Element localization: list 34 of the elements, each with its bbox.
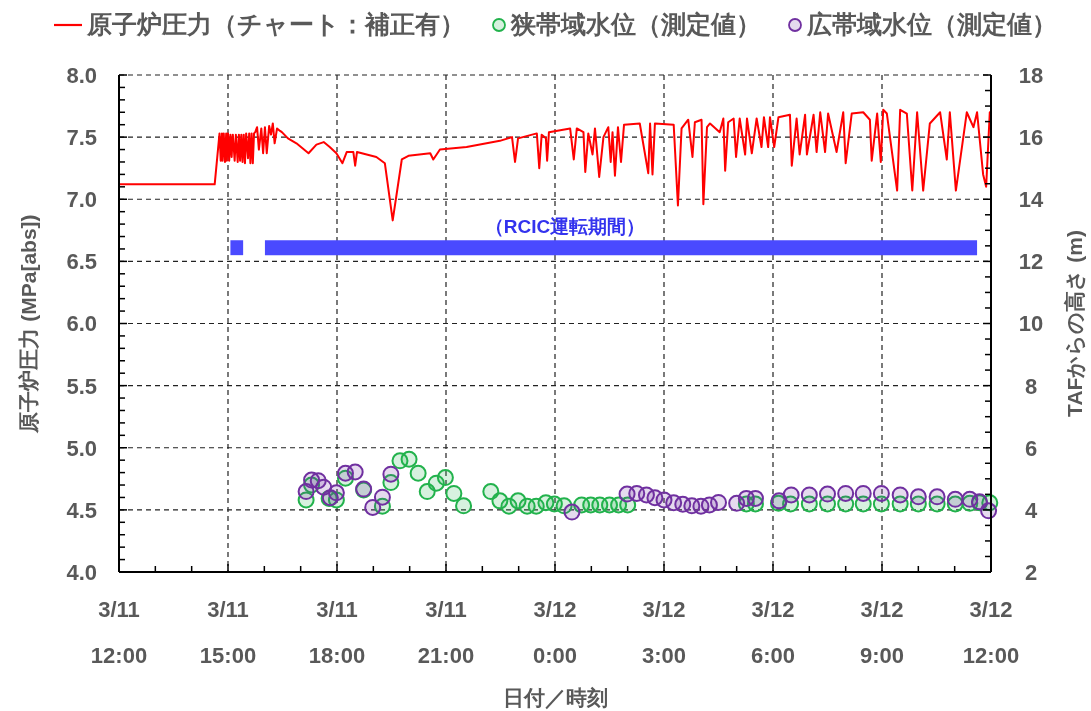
y2-tick-label: 8 bbox=[1024, 373, 1038, 399]
x-tick-label: 3/12 0:00 bbox=[532, 597, 578, 668]
annotation: （RCIC運転期間） bbox=[484, 216, 646, 238]
x-tick-label: 3/12 3:00 bbox=[641, 597, 687, 668]
x-tick-label: 3/12 9:00 bbox=[859, 597, 905, 668]
y2-tick-label: 16 bbox=[1018, 125, 1044, 151]
y-tick-label: 7.5 bbox=[66, 125, 97, 151]
y2-tick-label: 14 bbox=[1018, 187, 1044, 213]
y2-tick-label: 18 bbox=[1018, 62, 1044, 88]
y-tick-label: 6.5 bbox=[66, 249, 97, 275]
y-tick-label: 8.0 bbox=[66, 62, 97, 88]
x-tick-label: 3/11 18:00 bbox=[308, 597, 366, 668]
y-axis-title: 原子炉圧力 (MPa[abs]) bbox=[16, 214, 40, 434]
y2-tick-label: 2 bbox=[1024, 559, 1038, 585]
x-tick-label: 3/11 21:00 bbox=[417, 597, 475, 668]
y-tick-label: 4.0 bbox=[66, 559, 97, 585]
legend-label: 狭帯域水位（測定値） bbox=[511, 9, 761, 40]
y2-tick-label: 10 bbox=[1018, 311, 1044, 337]
y2-tick-label: 6 bbox=[1024, 435, 1038, 461]
y2-axis-title: TAFからの高さ (m) bbox=[1062, 230, 1086, 417]
y2-tick-label: 4 bbox=[1024, 497, 1038, 523]
x-tick-label: 3/12 6:00 bbox=[750, 597, 796, 668]
x-axis-title: 日付／時刻 bbox=[502, 686, 608, 710]
x-tick-label: 3/11 15:00 bbox=[199, 597, 257, 668]
x-tick-label: 3/11 12:00 bbox=[90, 597, 148, 668]
y2-tick-label: 12 bbox=[1018, 249, 1044, 275]
y-tick-label: 6.0 bbox=[66, 311, 97, 337]
x-tick-label: 3/12 12:00 bbox=[962, 597, 1020, 668]
legend-label: 原子炉圧力（チャート：補正有） bbox=[87, 9, 465, 40]
y-tick-label: 4.5 bbox=[66, 497, 97, 523]
y-tick-label: 5.0 bbox=[66, 435, 97, 461]
y-tick-label: 5.5 bbox=[66, 373, 97, 399]
y-tick-label: 7.0 bbox=[66, 187, 97, 213]
legend-label: 広帯域水位（測定値） bbox=[807, 9, 1057, 40]
